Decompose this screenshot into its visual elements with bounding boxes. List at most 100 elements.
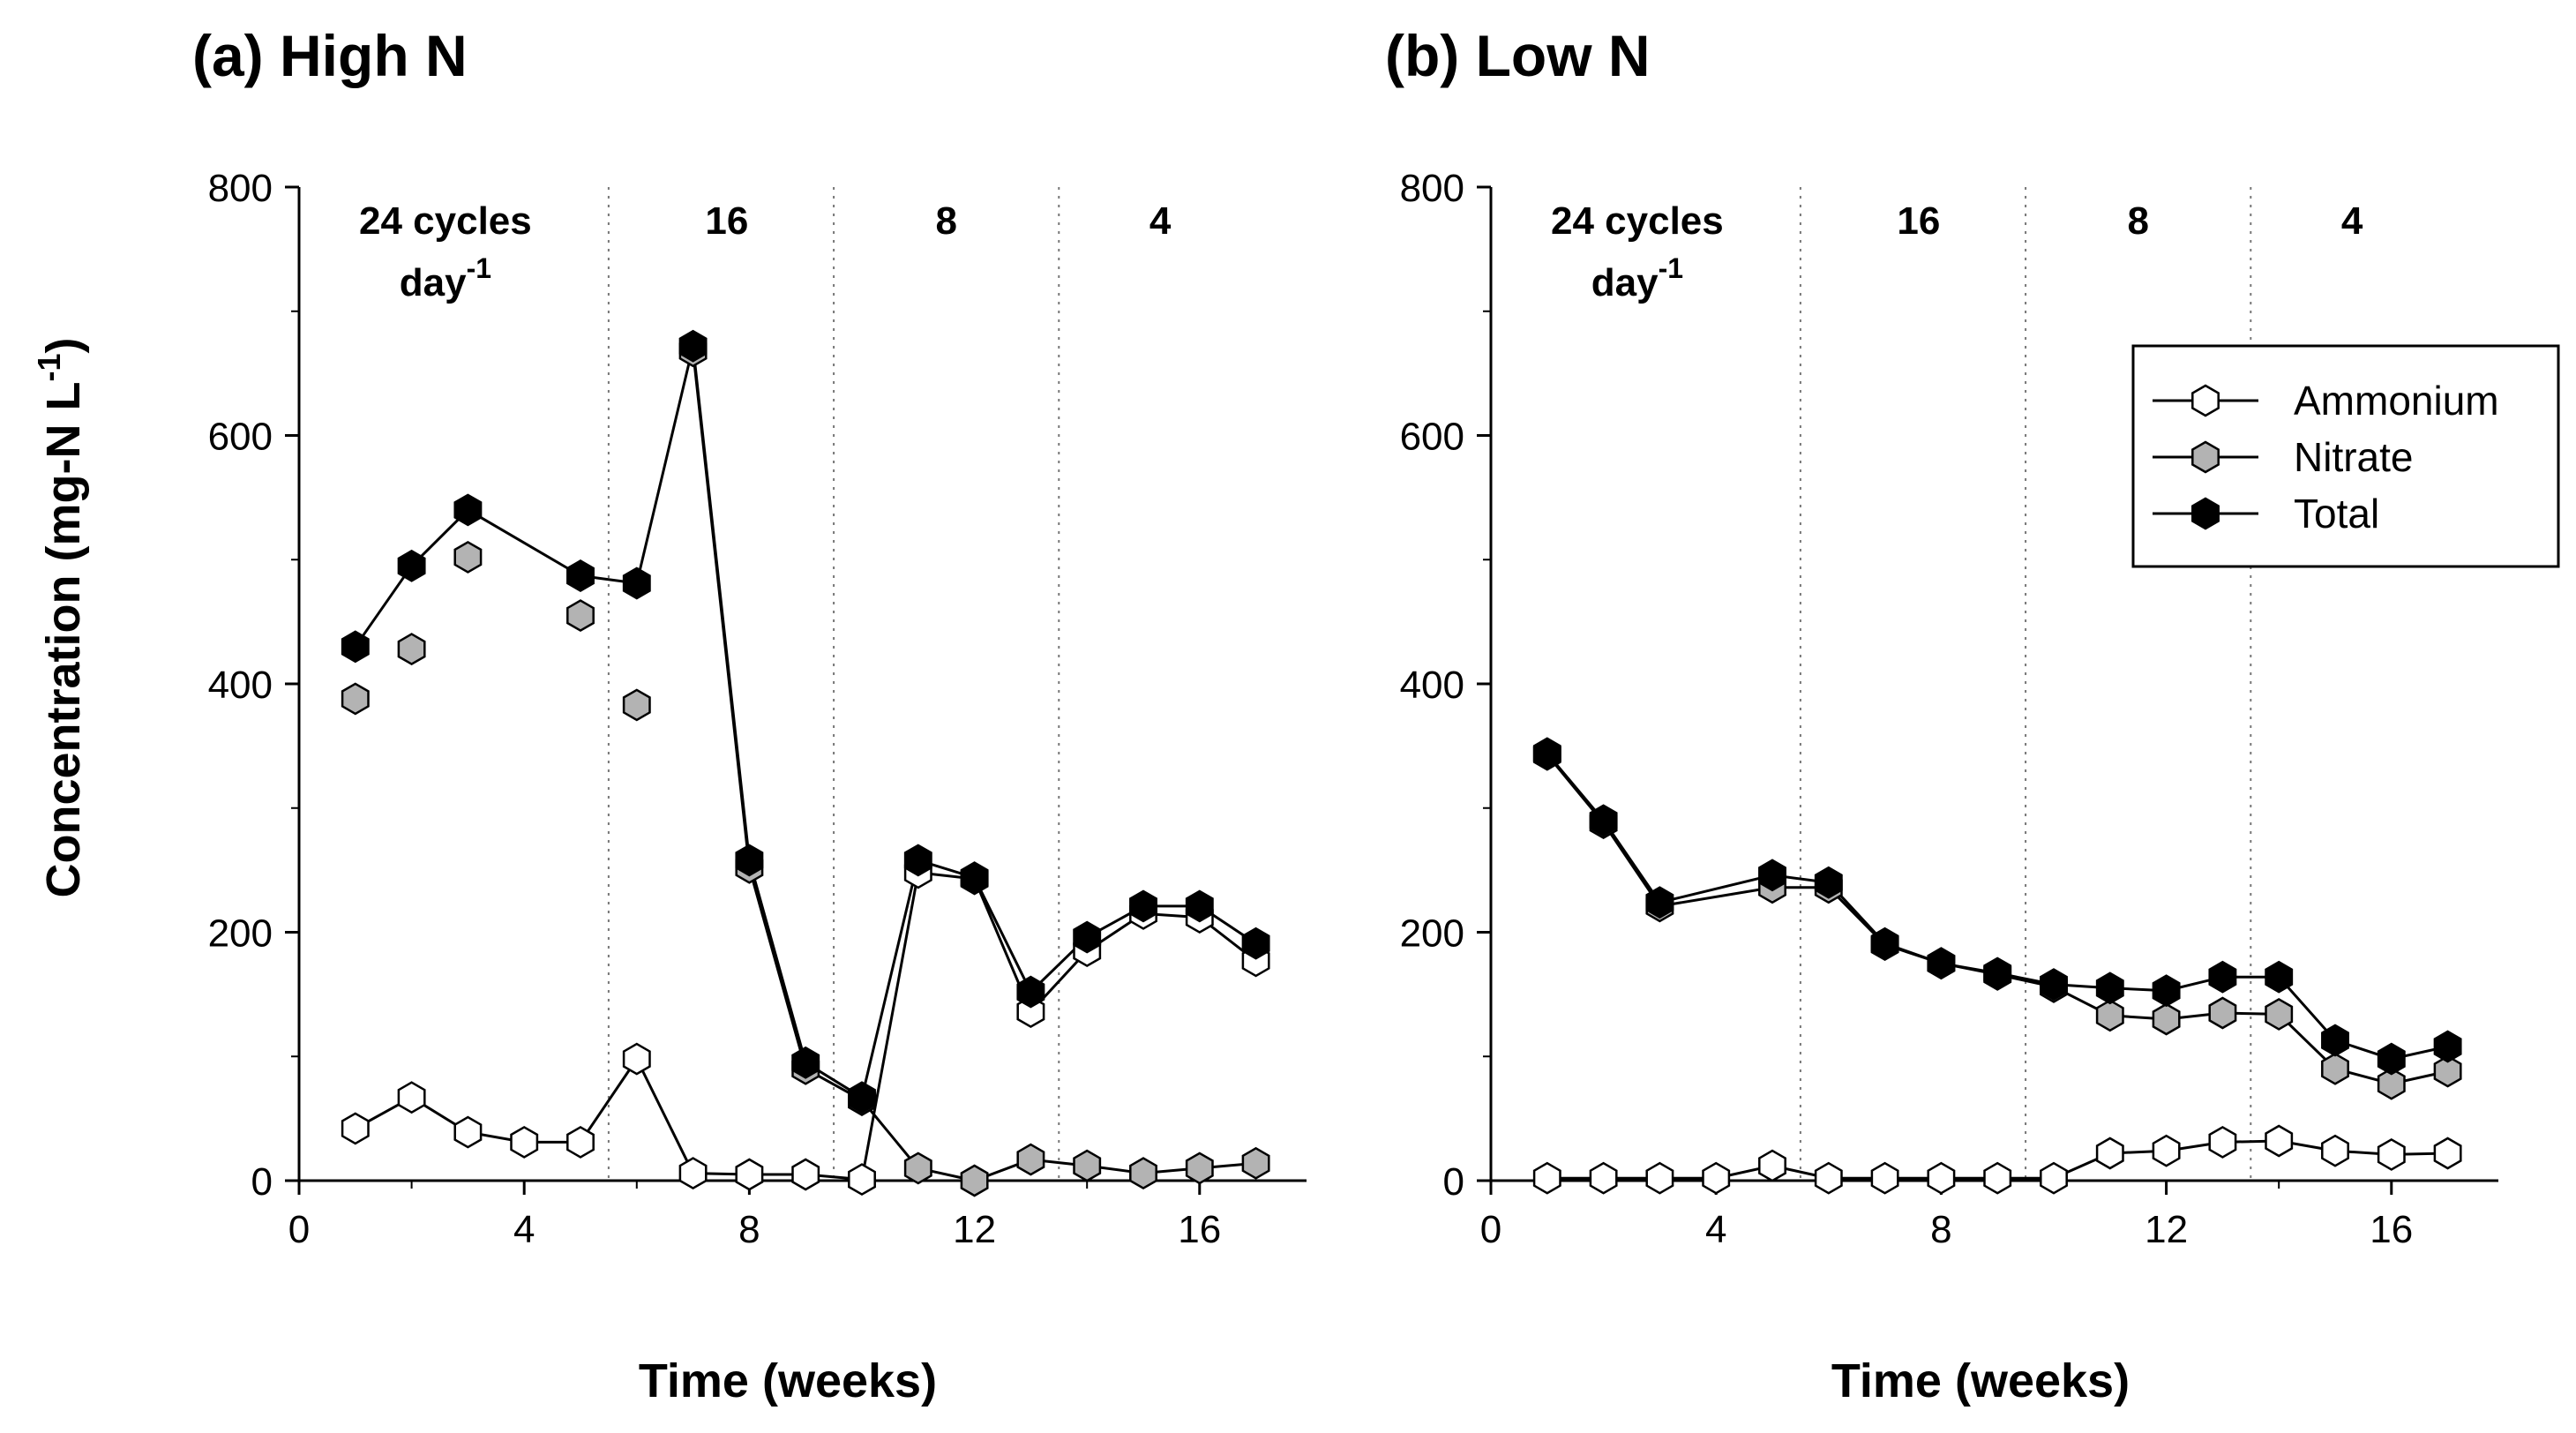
data-point-total	[1073, 920, 1102, 954]
data-point-nitrate	[1129, 1157, 1157, 1190]
data-point-total	[2265, 960, 2294, 994]
series-line	[354, 345, 1257, 1100]
data-point-total	[1532, 737, 1561, 770]
series-group	[1532, 737, 2462, 1195]
phase-label-unit-sup: -1	[467, 252, 491, 284]
data-point-nitrate	[341, 682, 370, 716]
series-segment	[747, 867, 807, 1069]
y-tick-label: 400	[208, 664, 273, 707]
data-point-nitrate	[2095, 999, 2124, 1032]
data-point-nitrate	[566, 599, 595, 633]
y-tick-label: 0	[251, 1160, 273, 1204]
x-tick-label: 0	[288, 1208, 310, 1251]
data-point-nitrate	[1073, 1149, 1102, 1182]
data-point-total	[735, 844, 764, 877]
y-ticks: 0 200 400 600 800	[208, 167, 299, 1204]
axes	[297, 187, 1307, 1182]
y-tick-label: 400	[1400, 664, 1464, 707]
data-point-ammonium	[1983, 1161, 2012, 1195]
data-point-ammonium	[453, 1115, 483, 1149]
series-line	[1546, 754, 2448, 1085]
data-point-ammonium	[2095, 1137, 2124, 1170]
data-point-ammonium	[510, 1125, 539, 1159]
series-segment	[860, 1099, 919, 1169]
x-tick-label: 12	[2145, 1208, 2188, 1251]
data-point-nitrate	[2208, 996, 2237, 1030]
data-point-total	[1983, 957, 2012, 990]
x-axis-label: Time (weeks)	[1831, 1354, 2130, 1407]
data-point-ammonium	[791, 1158, 820, 1191]
series-total	[354, 345, 1257, 1100]
y-tick-label: 600	[208, 416, 273, 459]
data-point-total	[2321, 1024, 2349, 1057]
data-point-nitrate	[903, 1152, 932, 1185]
series-line	[1546, 752, 2448, 1061]
y-tick-label: 800	[1400, 167, 1464, 210]
data-point-ammonium	[2208, 1125, 2237, 1159]
x-tick-label: 4	[1705, 1208, 1726, 1251]
phase-label: 8	[2127, 199, 2148, 243]
data-point-nitrate	[397, 633, 426, 666]
data-point-total	[2152, 974, 2181, 1008]
y-axis-label-sup: -1	[31, 354, 67, 382]
x-tick-label: 0	[1480, 1208, 1501, 1251]
legend-marker-ammonium	[2191, 384, 2220, 417]
data-point-ammonium	[1532, 1161, 1561, 1195]
phase-label: 16	[705, 199, 748, 243]
data-point-nitrate	[2265, 997, 2294, 1031]
legend-entries: Ammonium Nitrate Total	[2153, 378, 2499, 536]
data-point-ammonium	[2152, 1134, 2181, 1167]
data-point-total	[2095, 972, 2124, 1005]
legend: Ammonium Nitrate Total	[2131, 344, 2560, 568]
data-point-total	[1016, 975, 1045, 1009]
data-point-ammonium	[1702, 1161, 1731, 1195]
y-tick-label: 200	[1400, 912, 1464, 956]
data-point-ammonium	[2265, 1124, 2294, 1158]
data-point-total	[1589, 804, 1618, 837]
phase-label: 8	[935, 199, 956, 243]
legend-marker-total	[2191, 497, 2220, 530]
phase-label: 24 cycles	[1551, 199, 1724, 243]
x-tick-label: 8	[738, 1208, 760, 1251]
data-point-nitrate	[1241, 1146, 1270, 1180]
panel-title-high-n: (a) High N	[192, 23, 468, 88]
data-point-ammonium	[2040, 1161, 2068, 1195]
data-point-total	[622, 566, 651, 600]
y-tick-label: 600	[1400, 416, 1464, 459]
data-point-ammonium	[622, 1042, 651, 1076]
phase-label-unit-text: day	[400, 261, 467, 304]
data-point-total	[1129, 889, 1157, 923]
data-point-total	[1814, 866, 1843, 899]
data-point-total	[1645, 886, 1674, 919]
data-point-total	[2208, 960, 2237, 994]
x-tick-label: 16	[1178, 1208, 1221, 1251]
data-point-ammonium	[2433, 1137, 2462, 1170]
markers-total	[341, 329, 1270, 1114]
data-point-nitrate	[1185, 1152, 1214, 1185]
data-point-total	[903, 844, 932, 877]
data-point-nitrate	[2377, 1067, 2406, 1100]
data-point-total	[1185, 889, 1214, 923]
data-point-total	[1241, 927, 1270, 960]
data-point-total	[566, 559, 595, 592]
series-total	[1546, 752, 2448, 1061]
phase-labels: 24 cycles day-1 16 8 4	[1551, 199, 2363, 304]
data-point-ammonium	[1645, 1161, 1674, 1195]
panel-high-n: (a) High N 0 4 8 12 16 0 200 400 600 800 24 cycl…	[31, 23, 1307, 1407]
data-point-total	[453, 493, 483, 527]
legend-label-nitrate: Nitrate	[2294, 434, 2413, 480]
panel-low-n: (b) Low N 0 4 8 12 16 0 200 400 600 800 24 cycle…	[1385, 23, 2560, 1407]
phase-label: 16	[1897, 199, 1940, 243]
phase-label-unit: day-1	[1591, 252, 1683, 304]
y-tick-label: 0	[1443, 1160, 1464, 1204]
y-axis-label: Concentration (mg-N L-1)	[31, 338, 90, 898]
data-point-ammonium	[341, 1112, 370, 1145]
series-nitrate	[1546, 754, 2448, 1085]
data-point-total	[2377, 1042, 2406, 1076]
series-nitrate	[692, 350, 1256, 1182]
x-axis-label: Time (weeks)	[639, 1354, 937, 1407]
data-point-nitrate	[1016, 1143, 1045, 1176]
phase-label: 4	[1149, 199, 1172, 243]
data-point-total	[341, 630, 370, 664]
